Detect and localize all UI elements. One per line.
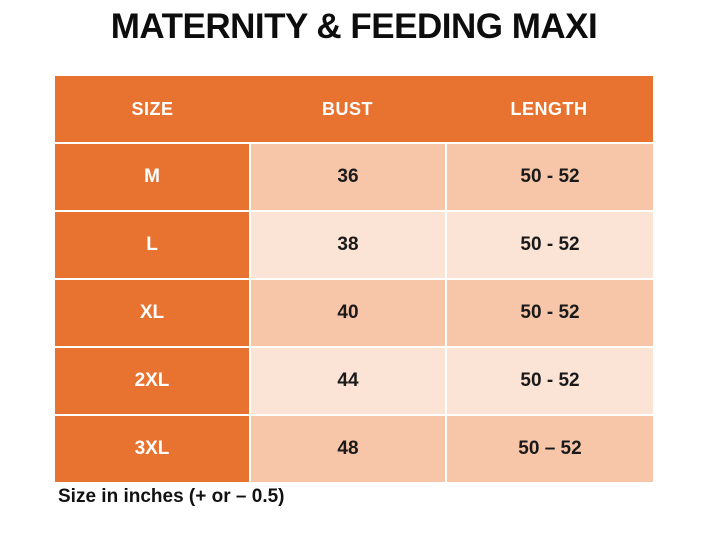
size-cell: XL: [55, 280, 249, 346]
length-cell: 50 - 52: [447, 144, 653, 210]
size-cell: M: [55, 144, 249, 210]
bust-cell: 40: [251, 280, 445, 346]
bust-cell: 44: [251, 348, 445, 414]
table-row: 2XL 44 50 - 52: [55, 348, 653, 414]
size-cell: L: [55, 212, 249, 278]
size-chart-table: SIZE BUST LENGTH M 36 50 - 52 L 38 50 - …: [55, 76, 653, 482]
size-cell: 3XL: [55, 416, 249, 482]
header-length: LENGTH: [510, 98, 588, 119]
page-title: MATERNITY & FEEDING MAXI: [110, 7, 598, 46]
bust-cell: 38: [251, 212, 445, 278]
units-footnote: Size in inches (+ or – 0.5): [58, 486, 285, 507]
table-row: M 36 50 - 52: [55, 144, 653, 210]
bust-cell: 36: [251, 144, 445, 210]
header-bust: BUST: [322, 98, 373, 119]
table-header-row: SIZE BUST LENGTH: [55, 76, 653, 142]
length-cell: 50 - 52: [447, 280, 653, 346]
length-cell: 50 – 52: [447, 416, 653, 482]
bust-cell: 48: [251, 416, 445, 482]
header-size: SIZE: [131, 98, 174, 119]
table-row: 3XL 48 50 – 52: [55, 416, 653, 482]
size-cell: 2XL: [55, 348, 249, 414]
length-cell: 50 - 52: [447, 348, 653, 414]
table-row: L 38 50 - 52: [55, 212, 653, 278]
length-cell: 50 - 52: [447, 212, 653, 278]
table-row: XL 40 50 - 52: [55, 280, 653, 346]
